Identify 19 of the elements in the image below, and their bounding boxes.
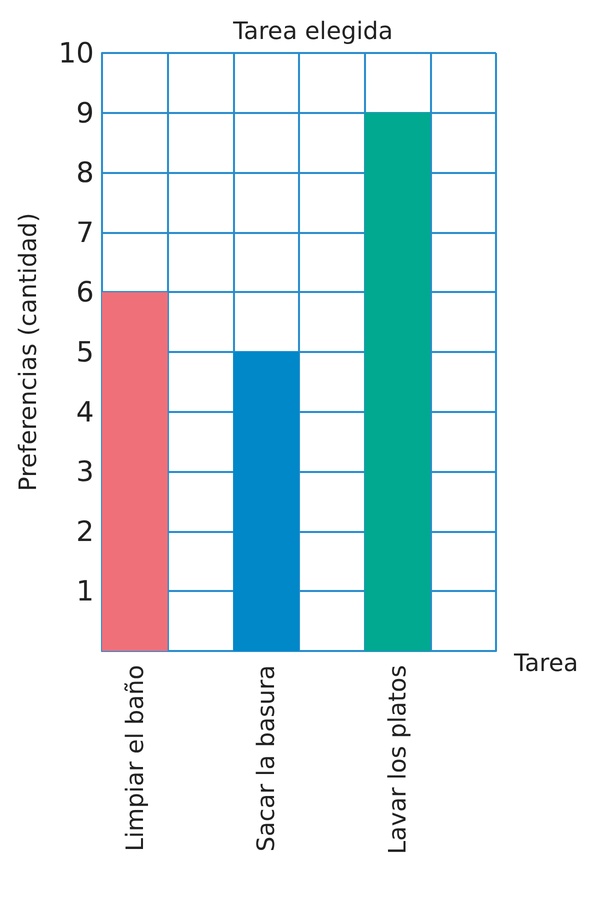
y-tick-label: 1 (76, 574, 94, 608)
x-tick-label: Sacar la basura (252, 665, 280, 852)
y-tick-label: 6 (76, 276, 94, 309)
y-tick-label: 7 (76, 216, 94, 249)
x-tick-label: Limpiar el baño (120, 665, 149, 852)
y-tick-label: 5 (76, 336, 94, 368)
bar (233, 352, 299, 651)
y-tick-label: 4 (76, 395, 94, 428)
chart-title: Tarea elegida (232, 17, 393, 45)
y-tick-label: 3 (76, 455, 94, 488)
bar (102, 292, 168, 651)
y-tick-label: 9 (76, 96, 94, 130)
x-tick-label: Lavar los platos (384, 665, 412, 854)
bar (364, 112, 430, 651)
y-axis-title: Preferencias (cantidad) (14, 212, 42, 492)
y-tick-label: 2 (76, 514, 94, 548)
x-axis-title: Tarea (513, 649, 578, 677)
y-tick-label: 8 (76, 156, 94, 190)
y-tick-label: 10 (58, 36, 94, 70)
